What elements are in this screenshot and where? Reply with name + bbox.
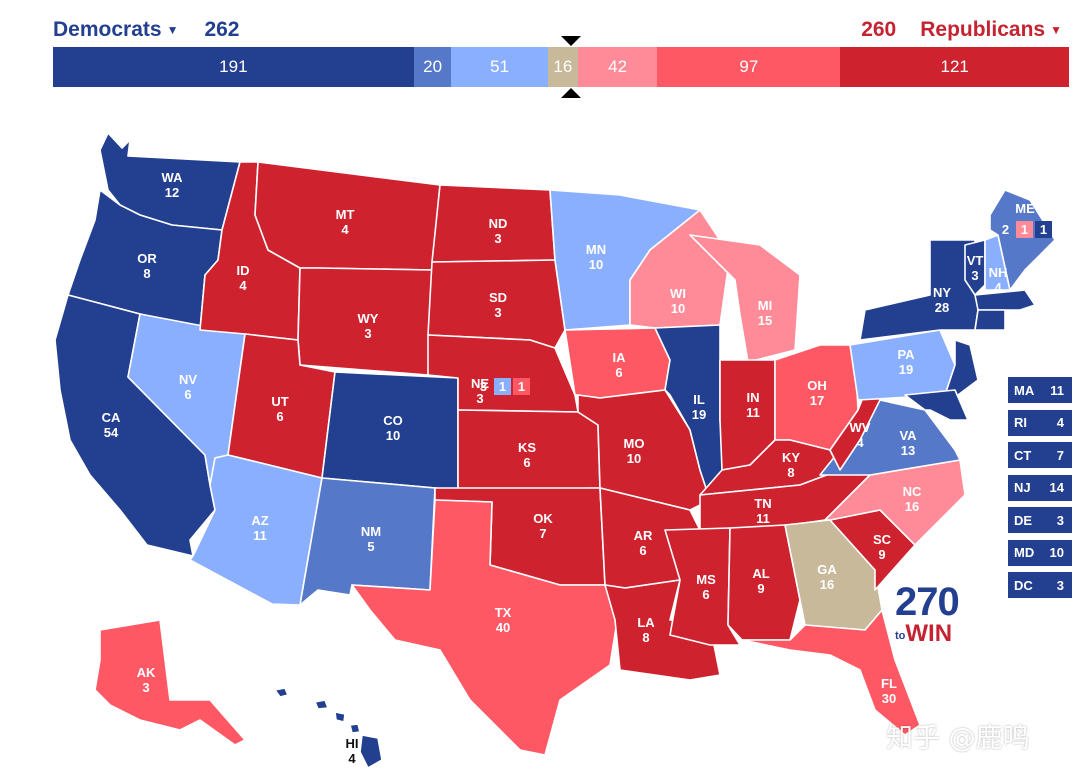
- small-state-md[interactable]: MD 10: [1008, 539, 1072, 566]
- state-co[interactable]: [321, 371, 459, 491]
- caret-down-icon[interactable]: ▼: [1050, 23, 1062, 37]
- state-md[interactable]: [904, 389, 969, 421]
- bar-segment-lean_rep[interactable]: 42: [577, 47, 658, 87]
- 270towin-logo: 270 toWIN: [895, 582, 965, 650]
- bar-segment-safe_dem[interactable]: 191: [53, 47, 414, 87]
- small-state-ct[interactable]: CT 7: [1008, 442, 1072, 468]
- 270-marker-top-icon: [561, 36, 581, 46]
- small-state-ev: 10: [1049, 545, 1064, 560]
- state-label-hi: HI 4: [346, 736, 359, 766]
- small-state-dc[interactable]: DC 3: [1008, 572, 1072, 598]
- state-vt[interactable]: [964, 239, 986, 296]
- small-state-ri[interactable]: RI 4: [1008, 409, 1072, 436]
- small-state-abbr: MD: [1014, 545, 1035, 560]
- bar-segment-likely_dem[interactable]: 20: [413, 47, 452, 87]
- caret-down-icon[interactable]: ▼: [166, 23, 179, 37]
- state-hi[interactable]: [274, 687, 383, 769]
- state-tx[interactable]: [351, 499, 619, 756]
- small-state-abbr: NJ: [1014, 480, 1031, 495]
- small-state-abbr: RI: [1014, 415, 1027, 430]
- state-ak[interactable]: [94, 619, 246, 746]
- state-wv[interactable]: [829, 379, 881, 471]
- bar-segment-safe_rep[interactable]: 121: [840, 47, 1069, 87]
- state-ma[interactable]: [974, 289, 1036, 311]
- democrats-label: Democrats: [53, 18, 162, 41]
- republicans-total: 260: [861, 18, 897, 41]
- electoral-vote-bar: 191 20 51 16 42 97 121: [53, 47, 1069, 87]
- small-state-abbr: CT: [1014, 447, 1032, 463]
- watermark: 知乎 @鹿鸣: [886, 723, 1030, 754]
- state-me[interactable]: [989, 189, 1056, 291]
- state-mi[interactable]: [689, 234, 801, 363]
- small-state-abbr: DE: [1014, 512, 1033, 528]
- ne-district-box[interactable]: [513, 378, 530, 395]
- state-wy[interactable]: [297, 267, 433, 376]
- state-nh[interactable]: [984, 234, 1011, 291]
- bar-segment-likely_rep[interactable]: 97: [657, 47, 841, 87]
- state-fl[interactable]: [741, 609, 921, 736]
- small-state-abbr: MA: [1014, 382, 1035, 398]
- state-nd[interactable]: [431, 184, 556, 263]
- democrats-header[interactable]: Democrats ▼ 262: [53, 18, 240, 42]
- small-state-ev: 4: [1056, 415, 1064, 430]
- republicans-header[interactable]: 260 Republicans ▼: [861, 18, 1068, 42]
- state-ks[interactable]: [457, 409, 601, 491]
- small-state-ev: 14: [1049, 480, 1064, 495]
- small-state-abbr: DC: [1014, 577, 1033, 593]
- bar-segment-lean_dem[interactable]: 51: [451, 47, 548, 87]
- republicans-label: Republicans: [920, 18, 1046, 41]
- bar-segment-tossup[interactable]: 16: [547, 47, 578, 87]
- state-sd[interactable]: [427, 259, 566, 349]
- state-la[interactable]: [604, 579, 721, 681]
- small-state-nj[interactable]: NJ 14: [1008, 474, 1072, 501]
- small-state-ev: 7: [1056, 447, 1064, 463]
- logo-win: toWIN: [895, 620, 953, 647]
- state-mt[interactable]: [254, 161, 441, 271]
- state-ia[interactable]: [564, 327, 671, 399]
- small-state-ev: 3: [1056, 577, 1064, 593]
- state-ny[interactable]: [859, 239, 979, 341]
- 270-marker-bottom-icon: [561, 88, 581, 98]
- state-ct[interactable]: [974, 309, 1006, 331]
- me-district-box[interactable]: [1016, 221, 1033, 238]
- state-pa[interactable]: [849, 329, 956, 401]
- small-state-ma[interactable]: MA 11: [1008, 377, 1072, 403]
- ne-district-box[interactable]: [494, 378, 511, 395]
- small-state-ev: 11: [1050, 382, 1064, 398]
- small-state-ev: 3: [1056, 512, 1064, 528]
- small-state-de[interactable]: DE 3: [1008, 507, 1072, 533]
- me-district-box[interactable]: [1035, 221, 1052, 238]
- democrats-total: 262: [204, 18, 240, 41]
- logo-number: 270: [895, 580, 960, 624]
